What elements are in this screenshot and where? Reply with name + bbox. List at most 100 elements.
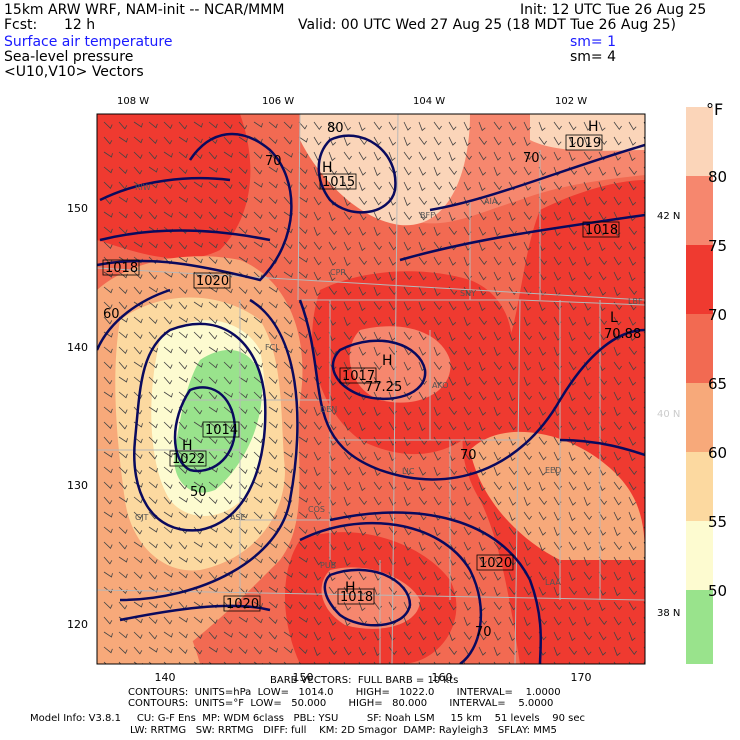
wind-barb [268,421,278,429]
wind-barb [313,451,322,461]
wind-barb [193,241,203,248]
station-label: LAA [545,578,561,587]
wind-barb [463,571,472,580]
wind-barb [223,256,233,265]
wind-barb [283,376,293,385]
wind-barb [313,406,321,417]
wind-barb [523,346,532,356]
contours-hpa-info: CONTOURS: UNITS=hPa LOW= 1014.0 HIGH= 10… [128,687,561,698]
wind-barb [373,136,382,146]
wind-barb [343,616,351,627]
wind-barb [508,526,517,535]
wind-barb [373,121,382,130]
wind-barb [508,121,517,131]
wind-barb [283,616,293,625]
wind-barb [448,526,457,535]
wind-barb [298,226,308,234]
wind-barb [328,211,336,222]
wind-barb [178,121,188,130]
grid-row-label: 140 [67,341,88,354]
wind-barb [358,271,367,281]
wind-barb [628,376,637,386]
wind-barb [583,151,592,160]
wind-barb [418,181,426,192]
wind-barb [343,466,352,476]
wind-barb [568,526,577,535]
wind-barb [298,331,308,339]
wind-barb [583,646,592,656]
isobar-label: 1019 [568,136,601,151]
wind-barb [133,271,143,279]
wind-barb [628,196,637,206]
wind-barb [298,631,308,639]
wind-barb [268,391,278,400]
wind-barb [223,541,233,549]
wind-barb [388,421,397,431]
wind-barb [553,631,562,641]
wind-barb [553,196,562,206]
wind-barb [493,166,501,177]
contours-degf-info: CONTOURS: UNITS=°F LOW= 50.000 HIGH= 80.… [128,698,554,709]
wind-barb [613,586,621,597]
pressure-center-marker: H [322,160,333,176]
wind-barb [133,631,143,639]
wind-barb [148,421,158,429]
wind-barb [628,286,637,295]
wind-barb [238,376,248,383]
wind-barb [313,346,321,357]
wind-barb [178,196,188,203]
wind-barb [598,241,606,252]
wind-barb [178,571,188,579]
wind-barb [418,301,426,312]
wind-barb [253,511,263,519]
wind-barb [403,481,412,491]
wind-barb [283,226,293,234]
wind-barb [523,526,532,536]
wind-barb [523,316,531,327]
wind-barb [463,301,472,311]
wind-barb [433,121,442,130]
wind-barb [313,421,322,430]
wind-barb [238,451,248,459]
wind-barb [223,196,233,205]
grid-col-label: 140 [155,671,176,684]
wind-barb [538,526,547,536]
wind-barb [358,121,366,132]
wind-barb [508,271,516,282]
wind-barb [478,451,487,461]
wind-barb [583,391,592,400]
wind-barb [268,496,278,504]
wind-barb [253,406,263,415]
wind-barb [283,391,293,398]
wind-barb [223,556,233,565]
wind-barb [223,241,233,249]
wind-barb [553,211,562,221]
wind-barb [418,331,427,341]
wind-barb [628,136,637,146]
wind-barb [463,511,472,520]
wind-barb [583,136,591,147]
wind-barb [178,466,188,474]
wind-barb [433,616,442,626]
wind-barb [568,316,577,326]
wind-barb [118,151,128,159]
wind-barb [493,541,502,550]
wind-barb [433,601,442,610]
wind-barb [403,346,412,356]
wind-barb [448,616,457,626]
wind-barb [508,511,516,522]
isobar-line [429,143,645,212]
wind-barb [448,361,457,371]
wind-barb [418,616,427,625]
wind-barb [403,646,412,656]
wind-barb [418,346,427,356]
wind-barb [493,286,501,297]
wind-barb [583,256,591,267]
wind-barb [313,196,322,206]
wind-barb [553,361,562,370]
wind-barb [238,361,248,370]
wind-barb [628,436,637,446]
wind-barb [628,361,637,371]
wind-barb [538,331,547,341]
wind-barb [553,301,562,310]
